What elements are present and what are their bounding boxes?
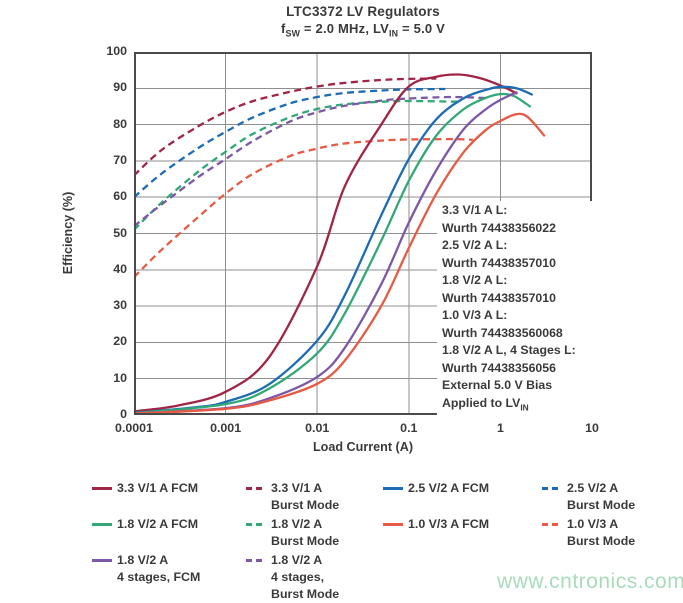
legend-item: 1.0 V/3 A Burst Mode xyxy=(542,516,635,550)
legend-label: 3.3 V/1 A xyxy=(271,481,323,495)
annotation-line: External 5.0 V Bias xyxy=(442,378,553,392)
y-tick-label: 80 xyxy=(113,116,127,131)
legend-label: 4 stages, FCM xyxy=(117,570,201,584)
y-tick-label: 100 xyxy=(106,44,127,58)
legend-label: Burst Mode xyxy=(271,587,340,601)
y-tick-label: 10 xyxy=(113,370,127,385)
watermark: www.cntronics.com xyxy=(497,570,683,593)
curve-1-8-v-2-a-4-stages-fcm xyxy=(134,91,518,415)
legend-label: Burst Mode xyxy=(567,534,636,548)
x-tick-label: 0.01 xyxy=(305,421,330,435)
plot-area xyxy=(134,52,592,415)
solid-line-swatch xyxy=(92,487,112,490)
annotation-line: Wurth 74438357010 xyxy=(442,255,556,270)
legend-label: 1.8 V/2 A xyxy=(271,553,323,567)
curve-1-8-v-2-a-fcm xyxy=(134,92,532,415)
annotation-line: Wurth 74438356056 xyxy=(442,360,556,375)
curve-3-3-v-1-a-fcm xyxy=(134,73,518,413)
legend-label: 1.8 V/2 A xyxy=(271,517,323,531)
x-tick-label: 0.1 xyxy=(400,421,418,435)
annotation-line: 1.0 V/3 A L: xyxy=(442,308,508,322)
legend-label: 3.3 V/1 A FCM xyxy=(117,481,199,495)
y-tick-label: 70 xyxy=(113,152,127,167)
curve-1-0-v-3-a-fcm xyxy=(134,112,546,415)
annotation-line: 2.5 V/2 A L: xyxy=(442,238,508,252)
x-tick-label: 1 xyxy=(496,421,504,435)
annotation-line: 3.3 V/1 A L: xyxy=(442,203,508,217)
solid-line-swatch xyxy=(92,523,112,526)
y-tick-label: 20 xyxy=(113,334,127,349)
curve-3-3-v-1-a-burst-mode xyxy=(134,77,437,177)
legend-item: 3.3 V/1 A Burst Mode xyxy=(246,480,339,514)
legend-label: 4 stages, xyxy=(271,570,325,584)
y-tick-label: 90 xyxy=(113,80,127,95)
annotation-line: Wurth 744383560068 xyxy=(442,325,563,340)
legend-label: 2.5 V/2 A FCM xyxy=(408,481,490,495)
chart-title: LTC3372 LV Regulators xyxy=(286,4,440,19)
annotation-line: Applied to LVIN xyxy=(442,395,529,412)
legend-item: 2.5 V/2 A Burst Mode xyxy=(542,480,635,514)
legend-item: 2.5 V/2 A FCM xyxy=(383,480,489,497)
chart-subtitle: fSW = 2.0 MHz, LVIN = 5.0 V xyxy=(280,21,446,39)
x-axis-label: Load Current (A) xyxy=(312,440,414,454)
legend-item: 3.3 V/1 A FCM xyxy=(92,480,198,497)
legend-label: 1.8 V/2 A FCM xyxy=(117,517,199,531)
dashed-line-swatch xyxy=(246,523,266,526)
dashed-line-swatch xyxy=(542,487,562,490)
inductor-annotation: 3.3 V/1 A L: Wurth 74438356022 2.5 V/2 A L… xyxy=(437,201,595,419)
legend-label: Burst Mode xyxy=(271,498,340,512)
legend-label: Burst Mode xyxy=(271,534,340,548)
legend-item: 1.0 V/3 A FCM xyxy=(383,516,489,533)
curve-1-8-v-2-a-4-stages-burst-mode xyxy=(134,95,487,228)
y-tick-label: 30 xyxy=(113,298,127,313)
annotation-line: Wurth 74438356022 xyxy=(442,220,556,235)
legend-label: 1.8 V/2 A xyxy=(117,553,169,567)
solid-line-swatch xyxy=(383,523,403,526)
legend-label: 1.0 V/3 A FCM xyxy=(408,517,490,531)
y-tick-label: 40 xyxy=(113,261,127,276)
legend-label: Burst Mode xyxy=(567,498,636,512)
solid-line-swatch xyxy=(92,559,112,562)
x-tick-label: 10 xyxy=(585,421,599,435)
legend-item: 1.8 V/2 A FCM xyxy=(92,516,198,533)
legend-item: 1.8 V/2 A Burst Mode xyxy=(246,516,339,550)
dashed-line-swatch xyxy=(246,559,266,562)
y-tick-label: 0 xyxy=(120,407,127,421)
curve-1-0-v-3-a-burst-mode xyxy=(134,137,473,278)
solid-line-swatch xyxy=(383,487,403,490)
curve-2-5-v-2-a-fcm xyxy=(134,85,533,414)
legend-label: 2.5 V/2 A xyxy=(567,481,619,495)
legend-label: 1.0 V/3 A xyxy=(567,517,619,531)
annotation-line: 1.8 V/2 A L, 4 Stages L: xyxy=(442,343,576,357)
legend-item: 1.8 V/2 A 4 stages, FCM xyxy=(92,552,200,586)
legend-item: 1.8 V/2 A 4 stages, Burst Mode xyxy=(246,552,339,603)
dashed-line-swatch xyxy=(246,487,266,490)
y-tick-label: 60 xyxy=(113,189,127,204)
x-tick-label: 0.0001 xyxy=(115,421,153,435)
dashed-line-swatch xyxy=(542,523,562,526)
annotation-line: Wurth 74438357010 xyxy=(442,290,556,305)
y-tick-label: 50 xyxy=(113,225,127,240)
x-tick-label: 0.001 xyxy=(210,421,242,435)
curve-1-8-v-2-a-burst-mode xyxy=(134,99,459,231)
annotation-line: 1.8 V/2 A L: xyxy=(442,273,508,287)
